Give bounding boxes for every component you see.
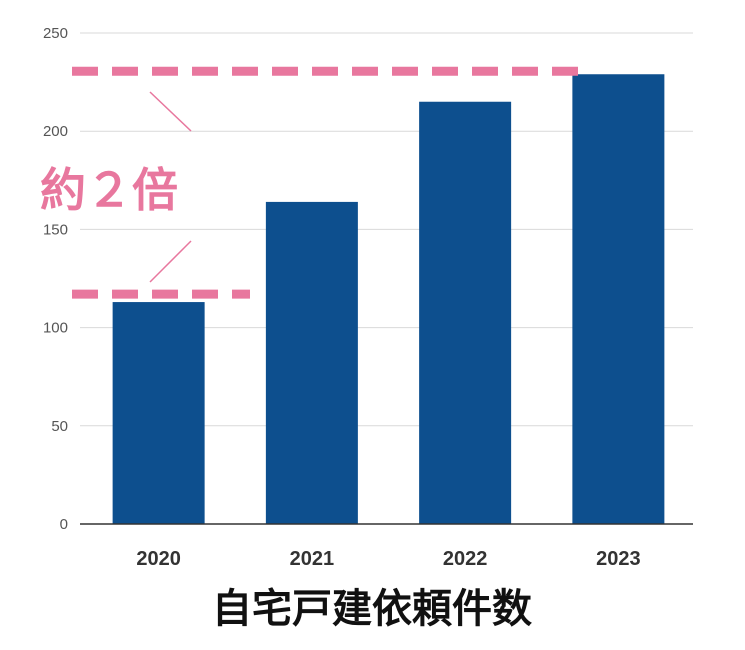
annotation-label: 約２倍 xyxy=(40,163,178,217)
y-tick-label-250: 250 xyxy=(43,25,68,42)
x-tick-label-2021: 2021 xyxy=(290,548,335,570)
y-tick-label-200: 200 xyxy=(43,123,68,140)
bar-2023 xyxy=(572,74,665,524)
y-tick-label-100: 100 xyxy=(43,320,68,337)
x-axis-title: 自宅戸建依頼件数 xyxy=(212,586,532,632)
bar-2021 xyxy=(265,201,358,525)
x-tick-label-2022: 2022 xyxy=(443,548,488,570)
annotation-connector-top xyxy=(149,91,192,132)
y-tick-label-150: 150 xyxy=(43,221,68,238)
bar-2020 xyxy=(112,302,205,524)
annotation: 約２倍 xyxy=(40,66,578,299)
y-axis-ticks: 0 50 100 150 200 250 xyxy=(43,25,68,533)
bar-2022 xyxy=(419,101,512,525)
x-axis-ticks: 2020 2021 2022 2023 xyxy=(136,548,640,570)
x-tick-label-2023: 2023 xyxy=(596,548,641,570)
bars xyxy=(112,74,665,525)
annotation-connector-bottom xyxy=(149,240,192,283)
y-tick-label-0: 0 xyxy=(60,516,68,533)
x-tick-label-2020: 2020 xyxy=(136,548,181,570)
y-tick-label-50: 50 xyxy=(51,418,68,435)
